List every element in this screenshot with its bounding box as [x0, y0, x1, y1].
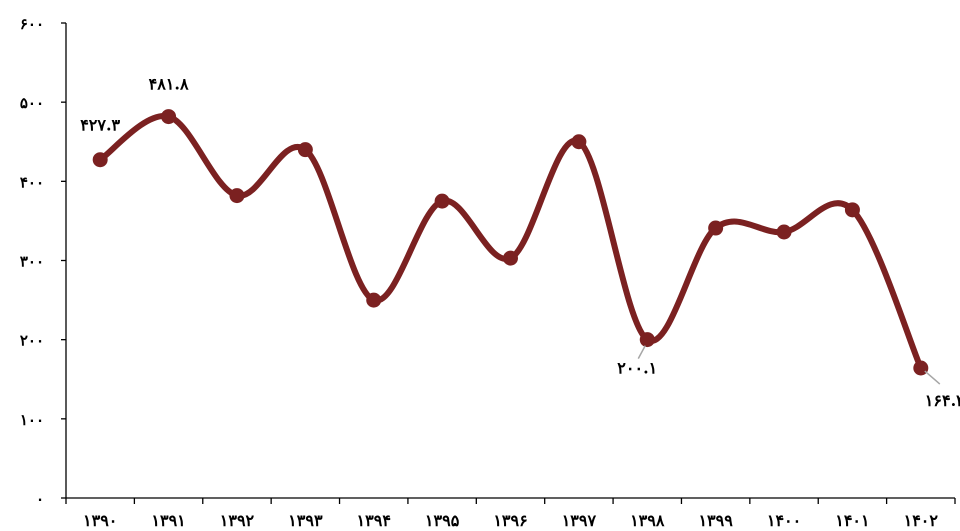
- x-tick-label: ۱۳۹۵: [425, 511, 460, 530]
- x-tick-label: ۱۳۹۹: [698, 511, 733, 530]
- data-point: [639, 332, 655, 348]
- data-label: ۴۸۱.۸: [149, 75, 189, 94]
- y-tick-label: ۰: [36, 490, 44, 508]
- data-point: [434, 193, 450, 209]
- data-point: [913, 360, 929, 376]
- data-label-leader: [637, 345, 646, 359]
- data-point: [776, 224, 792, 240]
- data-label-leader: [924, 370, 941, 385]
- x-tick-label: ۱۳۹۴: [357, 511, 391, 530]
- x-tick-label: ۱۴۰۰: [767, 511, 801, 530]
- data-label: ۲۰۰.۱: [617, 359, 657, 378]
- x-tick-label: ۱۳۹۱: [151, 511, 185, 530]
- data-point: [92, 152, 108, 168]
- data-point: [844, 202, 860, 218]
- y-tick-label: ۲۰۰: [20, 332, 44, 350]
- x-tick-label: ۱۳۹۷: [562, 511, 597, 530]
- data-label: ۴۲۷.۳: [80, 116, 120, 135]
- x-tick-label: ۱۴۰۲: [904, 511, 939, 530]
- data-point: [229, 188, 245, 204]
- x-tick-label: ۱۴۰۱: [835, 511, 869, 530]
- x-tick-label: ۱۳۹۶: [493, 511, 527, 530]
- x-tick-label: ۱۳۹۰: [83, 511, 117, 530]
- data-point: [297, 142, 313, 158]
- x-tick-label: ۱۳۹۸: [630, 511, 665, 530]
- y-tick-label: ۵۰۰: [20, 94, 44, 112]
- data-label: ۱۶۴.۲: [925, 391, 960, 410]
- y-tick-label: ۶۰۰: [20, 15, 44, 33]
- data-point: [708, 220, 724, 236]
- data-point: [503, 250, 518, 266]
- x-tick-label: ۱۳۹۲: [220, 511, 255, 530]
- x-tick-label: ۱۳۹۳: [288, 511, 323, 530]
- series-line: [97, 113, 924, 372]
- y-tick-label: ۳۰۰: [20, 253, 44, 271]
- y-tick-label: ۱۰۰: [20, 411, 44, 429]
- data-point: [366, 292, 382, 308]
- y-tick-label: ۴۰۰: [20, 173, 44, 191]
- data-point: [161, 109, 177, 125]
- data-point: [571, 134, 587, 150]
